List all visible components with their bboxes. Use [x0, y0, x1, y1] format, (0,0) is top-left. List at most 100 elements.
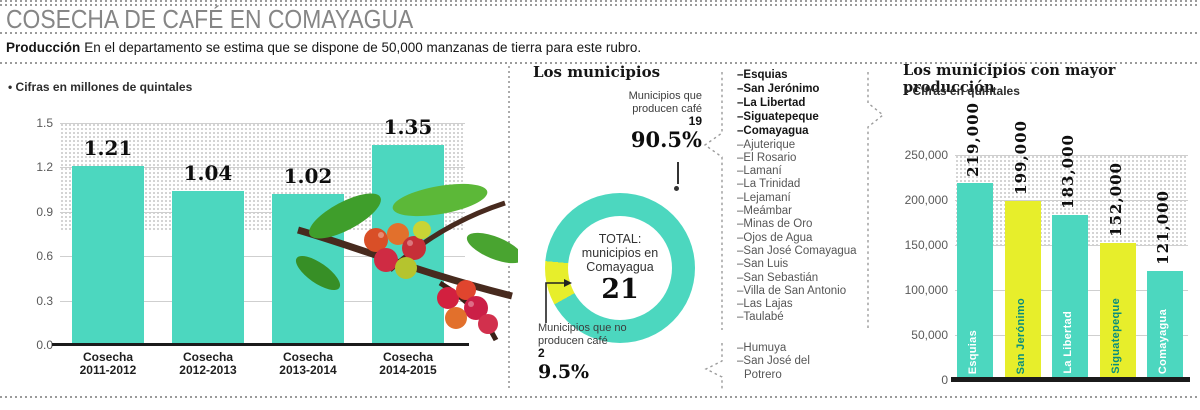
intro-text: En el departamento se estima que se disp…: [84, 40, 642, 55]
non-producers-callout: Municipios que no producen café 2 9.5%: [538, 322, 658, 384]
municipio-item: –San José del Potrero: [737, 355, 810, 381]
non-producers-count: 2: [538, 346, 545, 360]
bar-category-label: Siguatepeque: [1109, 298, 1122, 374]
bar-category-label: La Libertad: [1062, 311, 1075, 374]
divider-left-dashed: [508, 66, 510, 388]
gridline: [60, 123, 465, 124]
list-braces: [703, 72, 885, 391]
municipio-item: –Comayagua: [737, 124, 809, 137]
y-axis-tick: 0.3: [36, 293, 53, 308]
bar-value-label: 1.04: [183, 161, 233, 186]
bar-category-label: Esquias: [967, 329, 979, 374]
bar-0: [72, 165, 144, 345]
bottom-dotted-rule: [0, 396, 1200, 398]
donut-center-text: TOTAL: municipios en Comayagua 21: [545, 193, 695, 343]
non-producers-line2: producen café: [538, 334, 608, 347]
brace-producers: [703, 72, 723, 330]
donut-total: 21: [601, 274, 639, 305]
municipio-item: –San Sebastián: [737, 271, 819, 284]
producers-callout-line2: producen café: [632, 102, 702, 115]
municipio-item: –Lamaní: [737, 165, 782, 178]
x-axis-label-line: 2014-2015: [379, 363, 437, 377]
top-chart-plot: 0 50,000 100,000 150,000 200,000 250,000 219,0…: [905, 102, 1190, 387]
municipio-item: –Ajuterique: [737, 138, 796, 151]
bar-value-label: 1.35: [383, 115, 433, 140]
x-axis-label-line: 2013-2014: [279, 363, 337, 377]
y-axis-tick: 1.2: [36, 160, 53, 175]
harvest-chart-note: Cifras en millones de quintales: [8, 80, 193, 94]
harvest-chart-baseline: [52, 343, 469, 346]
y-axis-tick: 250,000: [904, 148, 948, 162]
top-chart-baseline: [951, 377, 1190, 382]
section-dotted-rule: [0, 62, 1200, 64]
bar-1: [1004, 200, 1041, 380]
non-producers-line1: Municipios que no: [538, 322, 627, 334]
municipio-item: –La Libertad: [737, 96, 806, 109]
municipio-item: –San José Comayagua: [737, 244, 857, 257]
y-axis-tick: 0: [941, 373, 948, 387]
top-chart-note: Cifras en quintales: [905, 84, 1020, 98]
list-other-producers: –Ajuterique –El Rosario –Lamaní –La Trinida…: [737, 139, 865, 325]
municipio-item: –Siguatepeque: [737, 110, 819, 123]
municipio-item: –Esquias: [737, 69, 788, 81]
list-non-producers: –Humuya –San José del Potrero: [737, 342, 827, 382]
x-axis-label: Cosecha 2013-2014: [260, 351, 356, 377]
brace-top-chart: [867, 72, 885, 328]
bar-3: [1099, 243, 1136, 380]
bar-value-label: 219,000: [964, 102, 982, 177]
municipio-item: –San Jerónimo: [737, 82, 820, 95]
municipio-item: –Humuya: [737, 342, 787, 354]
intro-line: Producción En el departamento se estima q…: [6, 40, 641, 55]
y-axis-tick: 150,000: [904, 238, 948, 252]
x-axis-label-line: Cosecha: [382, 350, 434, 364]
x-axis-label: Cosecha 2014-2015: [360, 351, 456, 377]
y-axis-tick: 1.5: [36, 116, 53, 130]
bar-value-label: 199,000: [1011, 120, 1030, 195]
x-axis-label-line: Cosecha: [82, 350, 134, 364]
x-axis-label-line: 2011-2012: [79, 363, 137, 377]
donut-center-line3: Comayagua: [586, 260, 654, 274]
bar-value-label: 1.21: [83, 135, 133, 160]
municipio-item: –Villa de San Antonio: [737, 284, 847, 297]
municipio-item: –La Trinidad: [737, 178, 801, 191]
non-producers-percent: 9.5%: [538, 360, 590, 383]
municipio-item: –Ojos de Agua: [737, 231, 813, 244]
x-axis-label-line: Cosecha: [282, 350, 334, 364]
bar-category-label: Comayagua: [1157, 308, 1170, 374]
bar-category-label: San Jerónimo: [1014, 297, 1027, 374]
y-axis-tick: 200,000: [904, 193, 948, 207]
gridline: [60, 256, 465, 258]
bar-0: [957, 182, 993, 380]
donut-center-line1: TOTAL:: [598, 232, 642, 246]
y-axis-tick: 0.0: [36, 338, 53, 352]
municipio-item: –Meámbar: [737, 205, 792, 218]
bar-2: [1052, 215, 1089, 380]
y-axis-tick: 0.6: [36, 249, 53, 264]
bar-value-label: 1.02: [283, 164, 333, 189]
coffee-branch-photo: [295, 183, 518, 342]
brace-non-producers: [704, 343, 723, 391]
donut-center-line2: municipios en: [581, 246, 659, 260]
gridline: [60, 211, 465, 213]
producers-callout-dot: [674, 186, 679, 191]
donut-hole: [568, 216, 672, 320]
municipio-item: –El Rosario: [737, 151, 797, 164]
donut-heading: Los municipios: [533, 63, 661, 81]
municipios-donut: TOTAL: municipios en Comayagua 21: [545, 193, 695, 343]
x-axis-label: Cosecha 2011-2012: [60, 351, 156, 377]
bar-value-label: 183,000: [1059, 134, 1078, 210]
bar-4: [1147, 271, 1184, 380]
page-title: COSECHA DE CAFÉ EN COMAYAGUA: [6, 4, 414, 34]
list-top-producers: –Esquias –San Jerónimo –La Libertad –Siguat…: [737, 69, 865, 139]
bar-1: [172, 191, 244, 345]
producers-callout: Municipios que producen café 19 90.5%: [590, 90, 702, 152]
top-dotted-rule: [0, 0, 1200, 6]
title-dotted-rule: [0, 32, 1200, 34]
y-axis-tick: 50,000: [911, 328, 948, 342]
bar-value-label: 152,000: [1106, 162, 1125, 238]
y-axis-tick: 100,000: [904, 283, 948, 297]
municipio-item: –Lejamaní: [737, 191, 791, 204]
producers-count: 19: [688, 114, 702, 128]
municipios-list: –Esquias –San Jerónimo –La Libertad –Siguat…: [737, 69, 865, 325]
